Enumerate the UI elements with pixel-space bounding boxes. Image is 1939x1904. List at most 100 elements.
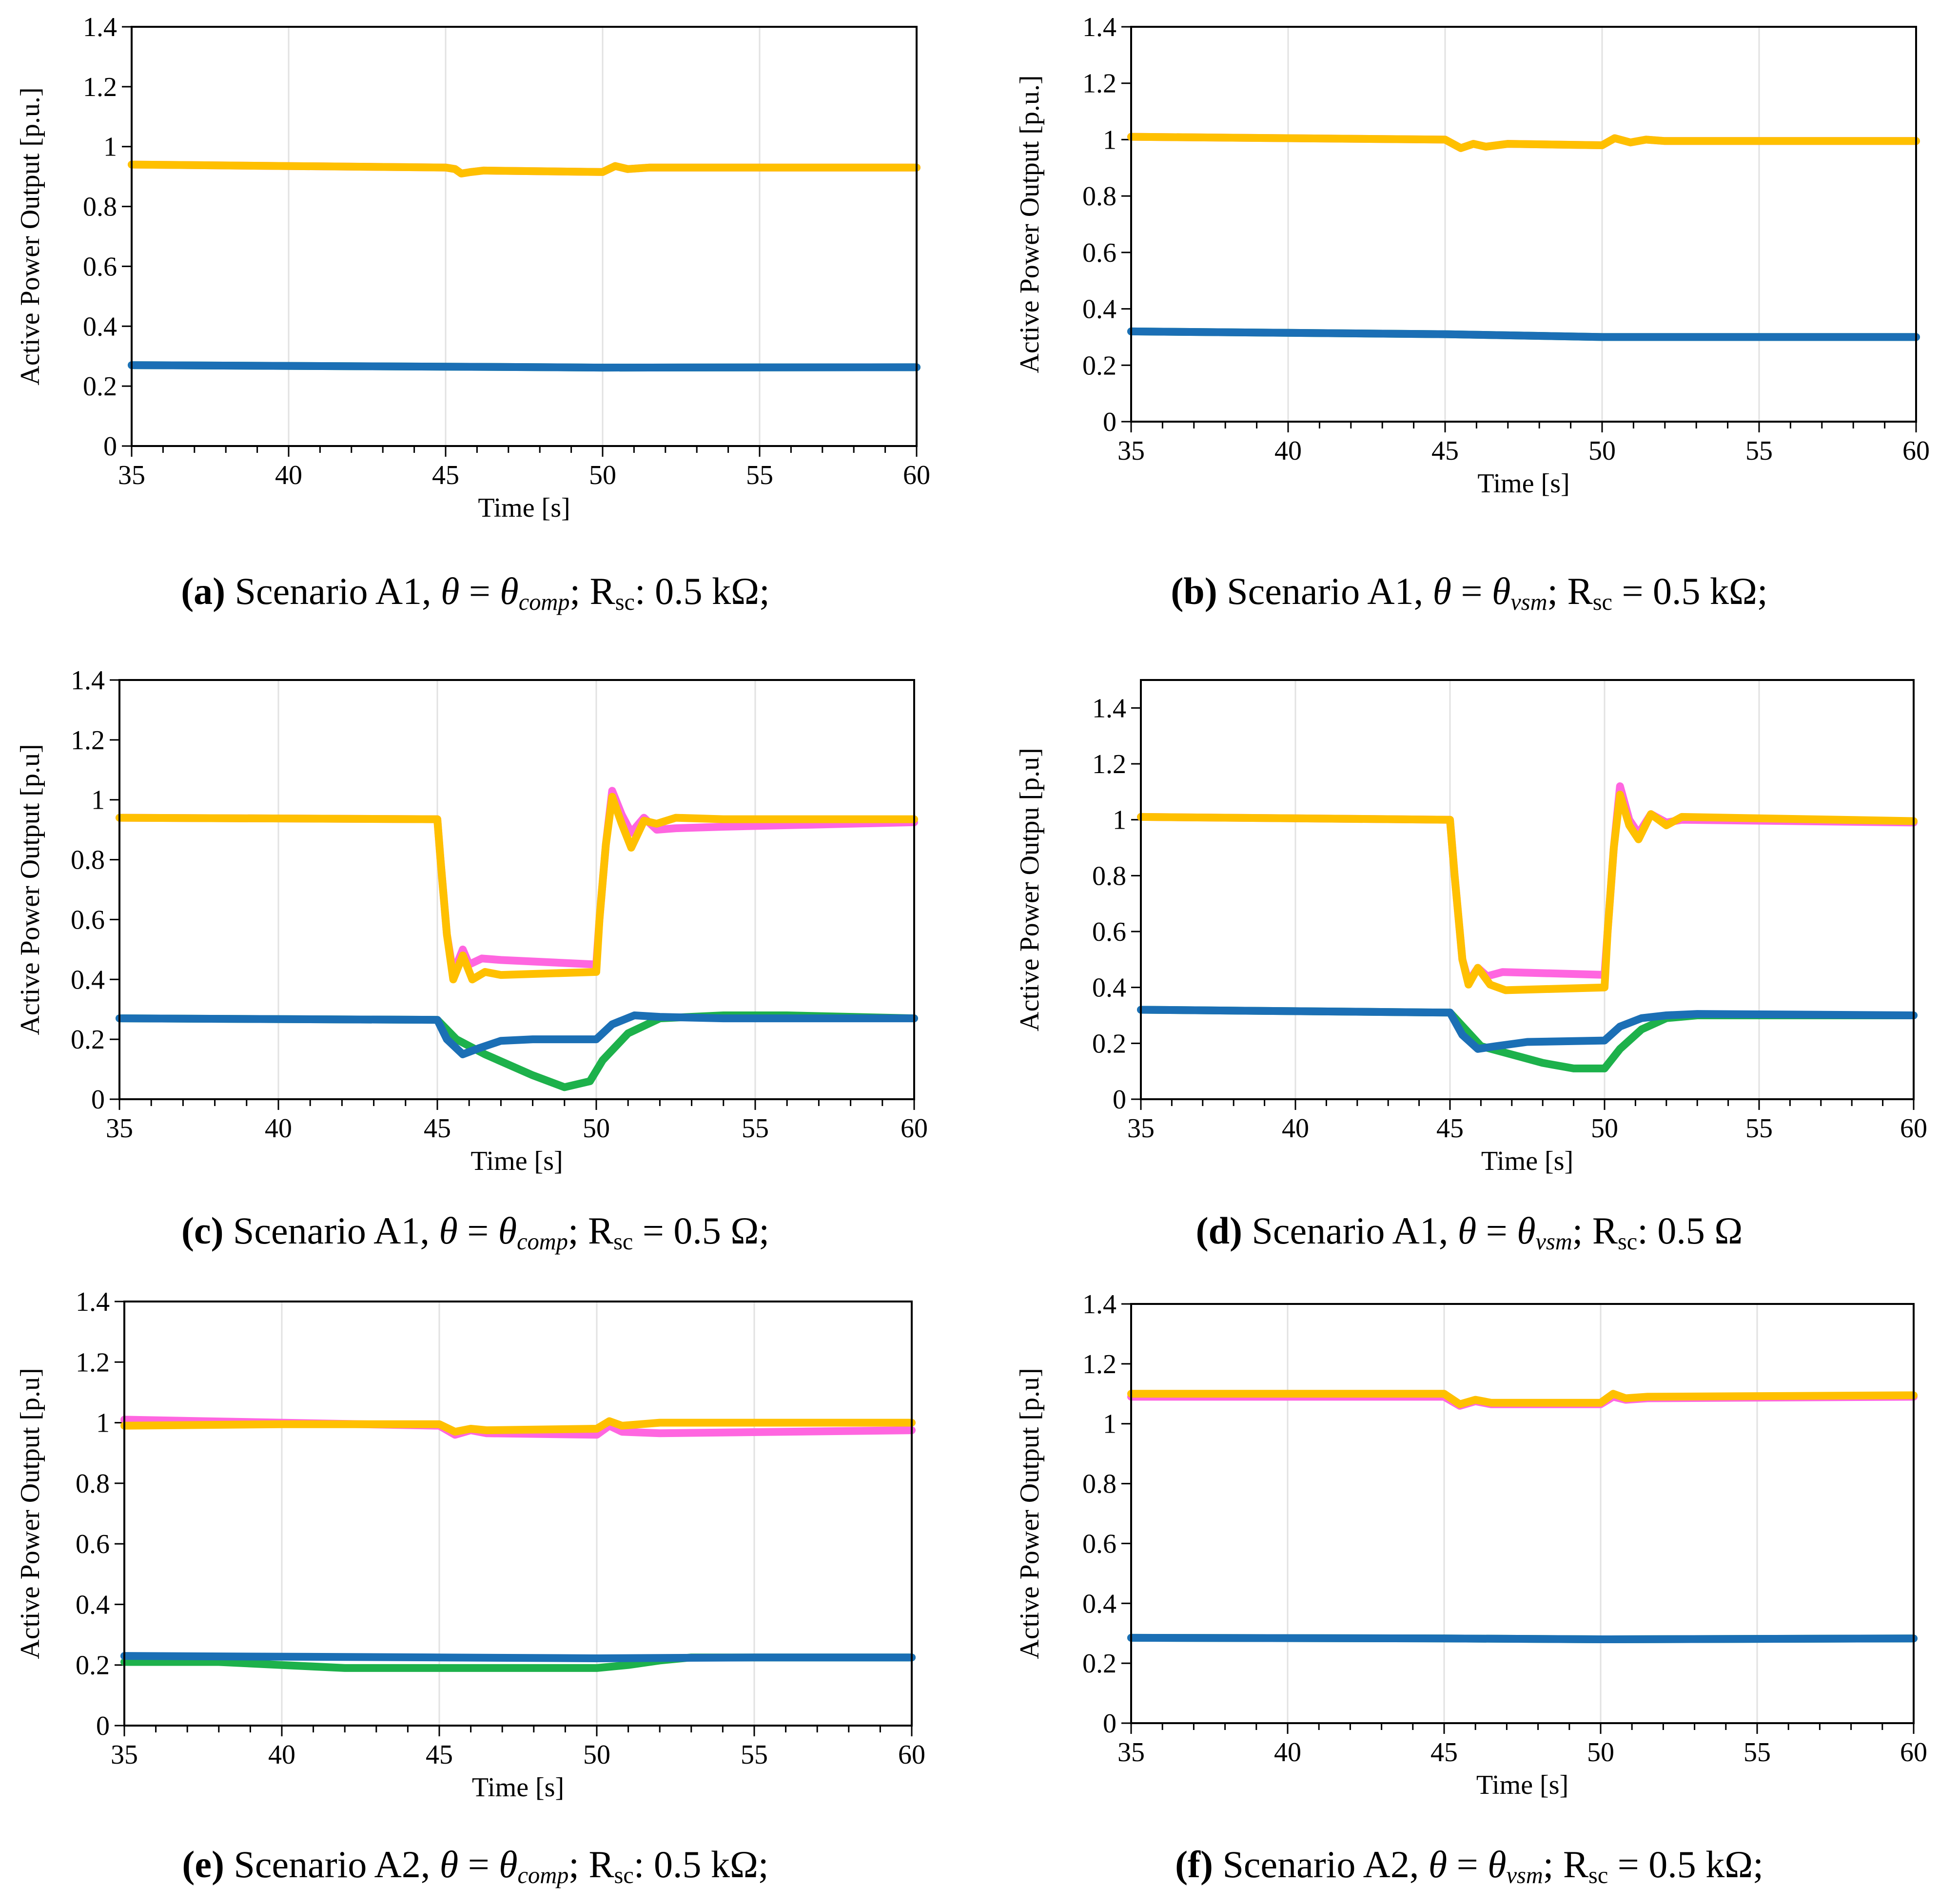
y-tick-label: 1.4 (1082, 12, 1116, 42)
caption-d-semi: ; R (1572, 1209, 1618, 1252)
caption-d-sym: θ (1517, 1209, 1536, 1252)
caption-c-semi: ; R (568, 1209, 614, 1252)
caption-a: (a) Scenario A1, θ = θcomp; Rsc: 0.5 kΩ; (0, 569, 951, 616)
caption-c-sym: θ (498, 1209, 517, 1252)
x-tick-label: 55 (746, 460, 773, 490)
caption-e: (e) Scenario A2, θ = θcomp; Rsc: 0.5 kΩ; (0, 1843, 951, 1889)
y-tick-label: 1.4 (71, 665, 105, 696)
caption-a-semi: ; R (569, 570, 615, 612)
x-tick-label: 55 (1745, 436, 1773, 466)
y-tick-label: 0.2 (71, 1025, 105, 1055)
x-tick-label: 45 (1430, 1737, 1458, 1768)
x-axis-title: Time [s] (478, 493, 570, 523)
caption-e-sym: θ (499, 1843, 518, 1885)
x-tick-label: 60 (903, 460, 930, 490)
caption-a-sym: θ (500, 570, 519, 612)
x-tick-label: 55 (1745, 1113, 1773, 1144)
caption-a-rsub: sc (615, 589, 635, 616)
caption-f-theta: θ (1428, 1843, 1448, 1885)
caption-e-label: (e) (182, 1843, 224, 1885)
y-tick-label: 0.8 (1082, 181, 1116, 212)
x-tick-label: 35 (1127, 1113, 1155, 1144)
series-line-blue (120, 1652, 916, 1662)
chart-a: 0 0.2 0.4 0.6 0.8 1 1.2 1.4 35 40 45 50 55 60 Time [s]… (15, 12, 930, 523)
x-axis-title: Time [s] (472, 1772, 564, 1803)
x-tick-label: 60 (1900, 1113, 1927, 1144)
caption-f-sub: vsm (1506, 1863, 1543, 1889)
x-tick-label: 45 (426, 1740, 453, 1770)
series-line-blue (1137, 1006, 1918, 1053)
caption-f-label: (f) (1175, 1843, 1213, 1885)
series-line-yellow (1127, 133, 1920, 152)
y-tick-label: 1.2 (1082, 69, 1116, 99)
chart-e: 0 0.2 0.4 0.6 0.8 1 1.2 1.4 35 40 45 50 55 60 Time [s]… (15, 1287, 925, 1803)
y-tick-label: 1.4 (1092, 693, 1126, 723)
x-tick-label: 60 (898, 1740, 925, 1770)
caption-e-rsub: sc (614, 1863, 634, 1889)
caption-e-sub: comp (517, 1863, 569, 1889)
y-tick-label: 1.2 (76, 1347, 110, 1378)
x-tick-label: 55 (1743, 1737, 1771, 1768)
chart-c: 0 0.2 0.4 0.6 0.8 1 1.2 1.4 35 40 45 50 55 60 Time [s]… (15, 665, 928, 1176)
series-line-yellow (120, 1417, 916, 1436)
caption-f-tail: = 0.5 kΩ; (1608, 1843, 1763, 1885)
x-tick-label: 40 (275, 460, 302, 490)
caption-a-label: (a) (181, 570, 226, 612)
caption-b-semi: ; R (1547, 570, 1593, 612)
plot-frame (1140, 679, 1915, 1100)
plot-frame (1130, 26, 1917, 423)
panel-b: 0 0.2 0.4 0.6 0.8 1 1.2 1.4 35 40 45 50 55 60 Time [s]… (999, 0, 1939, 634)
caption-d-text: Scenario A1, (1242, 1209, 1458, 1252)
caption-c-theta: θ (439, 1209, 458, 1252)
y-tick-label: 0.2 (1082, 1649, 1116, 1679)
y-tick-label: 0.4 (1082, 1589, 1116, 1619)
x-tick-label: 55 (741, 1740, 768, 1770)
y-tick-label: 0.6 (1092, 917, 1126, 947)
y-tick-label: 1.4 (83, 12, 117, 42)
caption-c: (c) Scenario A1, θ = θcomp; Rsc = 0.5 Ω; (0, 1209, 951, 1255)
caption-c-text: Scenario A1, (223, 1209, 439, 1252)
x-tick-label: 50 (583, 1113, 610, 1144)
panel-e: 0 0.2 0.4 0.6 0.8 1 1.2 1.4 35 40 45 50 55 60 Time [s]… (0, 1272, 951, 1904)
y-tick-label: 0.8 (83, 192, 117, 222)
y-tick-label: 0.2 (76, 1651, 110, 1681)
x-tick-label: 40 (1274, 1737, 1301, 1768)
caption-d-eq: = (1476, 1209, 1517, 1252)
caption-f: (f) Scenario A2, θ = θvsm; Rsc = 0.5 kΩ; (999, 1843, 1939, 1889)
x-tick-label: 35 (1117, 436, 1145, 466)
caption-b-tail: = 0.5 kΩ; (1612, 570, 1768, 612)
y-tick-label: 0.2 (1082, 350, 1116, 381)
panel-d: 0 0.2 0.4 0.6 0.8 1 1.2 1.4 35 40 45 50 55 60 Time [s]… (999, 648, 1939, 1282)
caption-c-rsub: sc (613, 1229, 633, 1255)
x-tick-label: 35 (118, 460, 145, 490)
x-tick-label: 60 (1900, 1737, 1927, 1768)
series-line-yellow (128, 160, 921, 177)
caption-f-semi: ; R (1543, 1843, 1588, 1885)
y-axis-title: Active Power Output [p.u.] (15, 87, 45, 385)
y-tick-label: 1.2 (71, 725, 105, 756)
y-tick-label: 0.2 (83, 371, 117, 402)
y-tick-label: 0.8 (1092, 861, 1126, 891)
caption-d: (d) Scenario A1, θ = θvsm; Rsc: 0.5 Ω (999, 1209, 1939, 1255)
caption-d-sub: vsm (1535, 1229, 1572, 1255)
caption-b-label: (b) (1171, 570, 1217, 612)
y-tick-label: 1 (103, 132, 117, 162)
y-tick-label: 0 (1113, 1085, 1126, 1115)
x-tick-label: 45 (424, 1113, 451, 1144)
caption-f-text: Scenario A2, (1213, 1843, 1429, 1885)
y-tick-label: 0.4 (71, 965, 105, 995)
y-tick-label: 0.4 (1082, 294, 1116, 325)
y-tick-label: 0.6 (83, 252, 117, 282)
y-tick-label: 1 (96, 1408, 110, 1438)
y-tick-label: 0.6 (76, 1529, 110, 1559)
caption-b-eq: = (1451, 570, 1492, 612)
caption-c-tail: = 0.5 Ω; (633, 1209, 770, 1252)
y-tick-label: 0 (103, 431, 117, 462)
caption-e-semi: ; R (568, 1843, 614, 1885)
series-line-blue (128, 361, 921, 372)
panel-f: 0 0.2 0.4 0.6 0.8 1 1.2 1.4 35 40 45 50 55 60 Time [s]… (999, 1272, 1939, 1904)
x-tick-label: 40 (265, 1113, 292, 1144)
x-axis-title: Time [s] (470, 1146, 563, 1176)
chart-f: 0 0.2 0.4 0.6 0.8 1 1.2 1.4 35 40 45 50 55 60 Time [s]… (1015, 1289, 1927, 1800)
caption-a-sub: comp (518, 589, 570, 616)
